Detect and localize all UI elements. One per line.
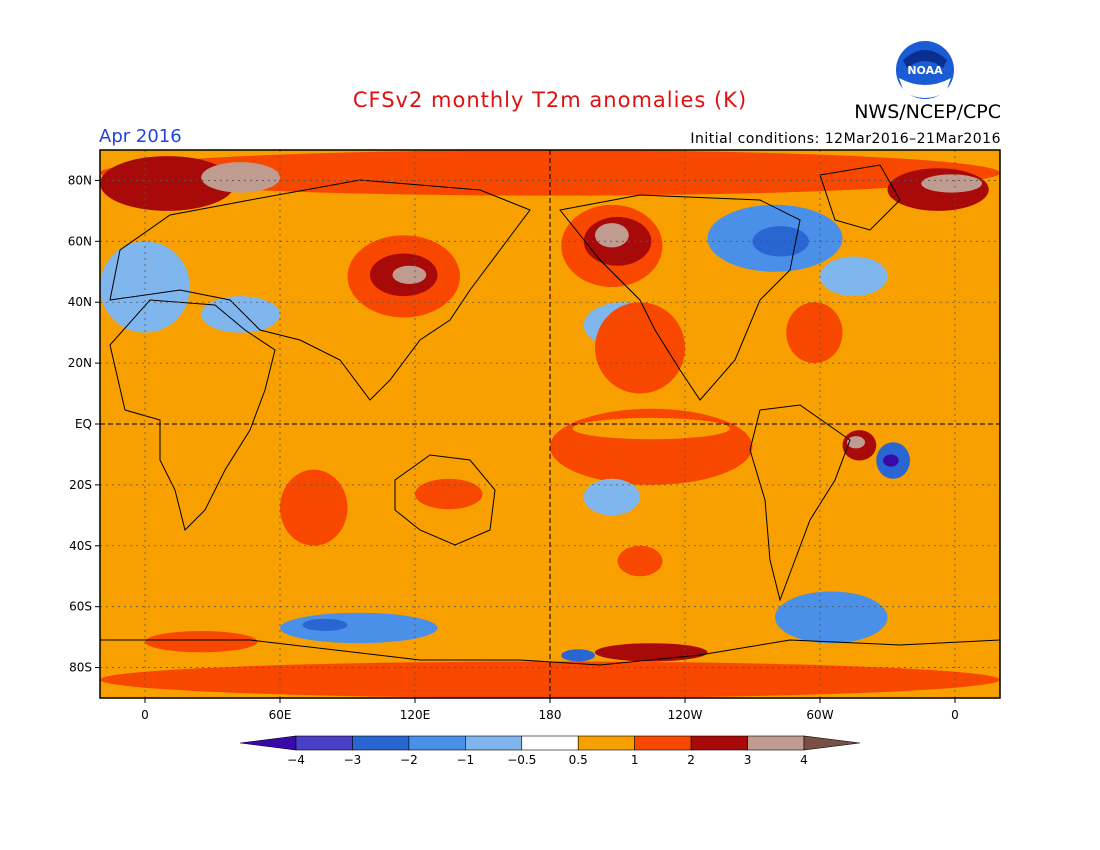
anomaly-region-1 [100, 156, 235, 211]
coast-south-america [749, 404, 851, 602]
initial-conditions-label: Initial conditions: 12Mar2016–21Mar2016 [690, 131, 1001, 147]
coast-north-america [559, 194, 801, 401]
x-tick-label: 120E [400, 708, 431, 722]
anomaly-region-8 [100, 241, 190, 333]
y-tick-label: 80N [68, 173, 92, 187]
colorbar-bin-high [803, 735, 861, 751]
colorbar-bin [352, 735, 410, 751]
anomaly-region-29 [100, 500, 168, 561]
colorbar-bin [465, 735, 523, 751]
anomaly-region-39 [561, 649, 595, 662]
anomaly-region-15 [820, 256, 888, 297]
map-title: CFSv2 monthly T2m anomalies (K) [352, 88, 748, 112]
colorbar-bin [295, 735, 353, 751]
colorbar-label: −1 [456, 753, 474, 767]
colorbar-label: 1 [631, 753, 639, 767]
axis-labels: 0 60E 120E 180 120W 60W 0 80N 60N 40N 20N EQ 20S 40S 6… [68, 173, 959, 722]
y-tick-label: 60N [68, 234, 92, 248]
organization-label: NWS/NCEP/CPC [854, 101, 1001, 123]
coastlines [100, 164, 1000, 666]
anomaly-region-35 [775, 591, 888, 644]
y-tick-label: EQ [75, 417, 92, 431]
x-tick-label: 180 [539, 708, 562, 722]
anomaly-region-33 [280, 612, 438, 644]
valid-month-label: Apr 2016 [99, 126, 182, 147]
anomaly-region-12 [595, 223, 629, 248]
noaa-logo-icon: NOAA [896, 41, 954, 99]
y-tick-label: 80S [69, 661, 92, 675]
colorbar-bin [577, 735, 635, 751]
coast-africa [109, 299, 276, 531]
y-tick-label: 40N [68, 295, 92, 309]
anomaly-region-30 [280, 469, 348, 546]
anomaly-region-20 [572, 417, 730, 440]
colorbar-bin [747, 735, 805, 751]
coast-australia [394, 454, 496, 546]
anomaly-region-32 [617, 545, 663, 577]
x-tick-label: 0 [951, 708, 959, 722]
anomaly-region-24 [883, 454, 899, 467]
coast-greenland [819, 164, 901, 231]
anomaly-region-7 [392, 265, 427, 284]
coast-antarctica [100, 639, 1000, 666]
anomaly-region-22 [847, 436, 865, 449]
anomaly-region-2 [201, 162, 280, 193]
logo-text: NOAA [907, 64, 943, 77]
colorbar-label: −0.5 [507, 753, 536, 767]
anomaly-region-4 [921, 174, 982, 193]
colorbar-label: 4 [800, 753, 808, 767]
colorbar-label: 0.5 [569, 753, 588, 767]
anomaly-region-38 [595, 643, 708, 662]
anomaly-region-34 [302, 618, 348, 632]
colorbar: −4 −3 −2 −1 −0.5 0.5 1 2 3 4 [239, 735, 861, 767]
anomaly-region-18 [595, 302, 685, 394]
colorbar-bin [634, 735, 692, 751]
x-tick-label: 0 [141, 708, 149, 722]
y-tick-label: 20S [69, 478, 92, 492]
colorbar-label: 3 [744, 753, 752, 767]
anomaly-region-9 [201, 296, 280, 333]
colorbar-label: −4 [287, 753, 305, 767]
colorbar-label: 2 [687, 753, 695, 767]
colorbar-bin [408, 735, 466, 751]
y-tick-label: 40S [69, 539, 92, 553]
x-tick-label: 120W [668, 708, 703, 722]
x-tick-label: 60W [806, 708, 833, 722]
colorbar-bin [690, 735, 748, 751]
colorbar-label: −2 [400, 753, 418, 767]
anomaly-region-28 [415, 478, 483, 510]
anomaly-region-16 [786, 302, 843, 364]
colorbar-bin [521, 735, 579, 751]
x-tick-label: 60E [269, 708, 292, 722]
colorbar-bin-low [239, 735, 297, 751]
coast-eurasia [109, 179, 531, 401]
anomaly-region-26 [212, 363, 370, 485]
anomaly-region-25 [583, 478, 640, 516]
anomaly-region-37 [145, 631, 258, 653]
anomaly-region-0 [100, 150, 1000, 196]
y-tick-label: 60S [69, 600, 92, 614]
colorbar-label: −3 [344, 753, 362, 767]
y-tick-label: 20N [68, 356, 92, 370]
graticule [100, 150, 1000, 698]
